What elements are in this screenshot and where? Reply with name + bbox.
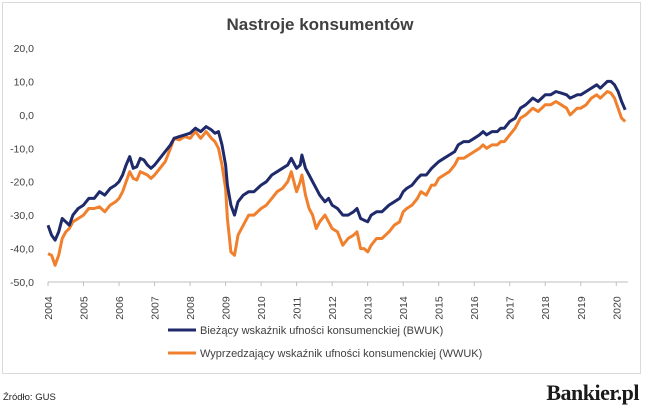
x-tick-label: 2018 bbox=[540, 296, 552, 320]
x-tick-label: 2008 bbox=[185, 296, 197, 320]
x-tick-label: 2006 bbox=[114, 296, 126, 320]
chart-frame bbox=[2, 2, 641, 374]
y-tick-label: -10,0 bbox=[10, 143, 34, 155]
x-tick-label: 2007 bbox=[150, 296, 162, 320]
series-layer bbox=[46, 79, 627, 267]
legend-label: Bieżący wskaźnik ufności konsumenckiej (… bbox=[200, 325, 443, 337]
x-tick-label: 2016 bbox=[469, 296, 481, 320]
x-tick-label: 2011 bbox=[292, 297, 304, 320]
source-note: Źródło: GUS bbox=[3, 392, 56, 403]
x-axis: 2004 2005 2006 2007 2008 2009 2010 2011 2012 2013… bbox=[43, 281, 628, 320]
x-tick-label: 2004 bbox=[43, 296, 55, 320]
brand-logo: Bankier.pl bbox=[546, 380, 639, 405]
line-chart: Nastroje konsumentów 20,0 10,0 0,0 -10,0 -20… bbox=[10, 15, 628, 360]
y-tick-label: -30,0 bbox=[10, 210, 34, 222]
y-tick-label: -40,0 bbox=[10, 244, 34, 256]
x-tick-label: 2005 bbox=[79, 296, 91, 320]
series-line bbox=[46, 79, 627, 242]
x-tick-label: 2013 bbox=[363, 296, 375, 320]
y-tick-label: 0,0 bbox=[19, 110, 34, 122]
y-tick-label: 10,0 bbox=[14, 76, 35, 88]
legend: Bieżący wskaźnik ufności konsumenckiej (… bbox=[168, 325, 482, 360]
x-tick-label: 2010 bbox=[256, 296, 268, 320]
y-tick-label: -50,0 bbox=[10, 277, 34, 289]
series-line bbox=[47, 90, 627, 267]
y-tick-label: 20,0 bbox=[14, 43, 35, 55]
x-tick-label: 2009 bbox=[221, 296, 233, 320]
chart-title: Nastroje konsumentów bbox=[226, 15, 414, 34]
x-tick-label: 2020 bbox=[611, 296, 623, 320]
y-tick-label: -20,0 bbox=[10, 177, 34, 189]
x-tick-label: 2014 bbox=[398, 296, 410, 320]
x-tick-label: 2012 bbox=[327, 296, 339, 320]
x-tick-label: 2017 bbox=[505, 296, 517, 320]
x-tick-label: 2015 bbox=[434, 296, 446, 320]
x-tick-label: 2019 bbox=[576, 296, 588, 320]
y-axis: 20,0 10,0 0,0 -10,0 -20,0 -30,0 -40,0 -50,0 bbox=[10, 43, 34, 289]
legend-label: Wyprzedzający wskaźnik ufności konsumenc… bbox=[200, 348, 482, 360]
